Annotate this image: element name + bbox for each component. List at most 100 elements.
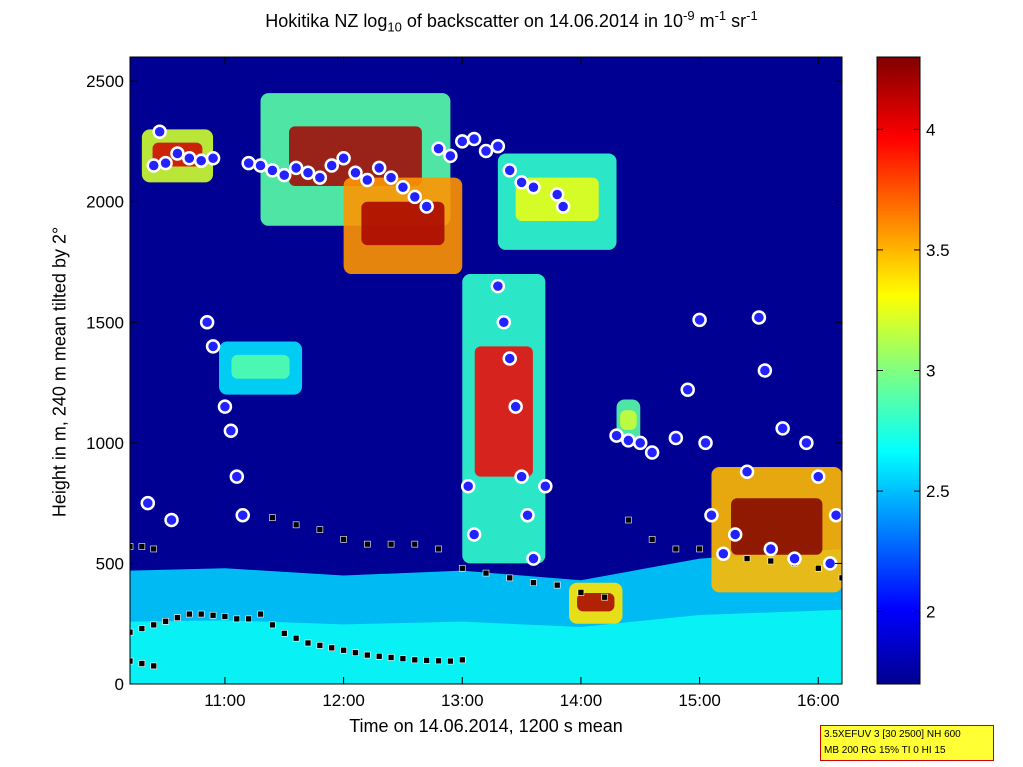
cloud-base-marker	[727, 527, 743, 542]
cloud-base-marker	[466, 527, 482, 542]
surface-layer-core	[130, 609, 842, 684]
cloud-base-marker	[478, 143, 494, 159]
cloud-base-marker	[229, 469, 245, 484]
cloud-base-marker	[360, 172, 375, 188]
layer-marker	[292, 634, 300, 642]
layer-marker	[696, 545, 703, 553]
layer-marker	[316, 642, 324, 649]
x-tick-label: 12:00	[322, 691, 365, 710]
cloud-base-marker	[490, 138, 506, 154]
cloud-base-marker	[431, 141, 446, 156]
cloud-base-marker	[170, 146, 185, 161]
layer-marker	[269, 514, 276, 521]
cloud-base-marker	[253, 158, 268, 173]
y-tick-label: 2500	[86, 72, 124, 91]
layer-marker	[150, 662, 158, 670]
cloud-base-marker	[460, 479, 476, 494]
cloud-base-marker	[443, 148, 458, 164]
cloud-base-marker	[395, 179, 411, 195]
cloud-base-marker	[692, 312, 707, 328]
cloud-base-marker	[205, 151, 221, 166]
cloud-core	[731, 498, 823, 555]
colorbar-tick-label: 2.5	[926, 482, 950, 501]
layer-marker	[340, 536, 347, 543]
cloud-base-marker	[223, 423, 239, 439]
cloud-base-marker	[508, 399, 523, 414]
cloud-base-marker	[538, 479, 553, 494]
cloud-base-marker	[549, 187, 565, 202]
x-axis-label: Time on 14.06.2014, 1200 s mean	[349, 716, 623, 736]
layer-marker	[399, 655, 407, 662]
layer-marker	[648, 536, 656, 543]
cloud-base-marker	[466, 131, 482, 147]
y-tick-label: 500	[96, 554, 124, 573]
layer-marker	[328, 644, 336, 652]
cloud-base-marker	[502, 351, 517, 366]
layer-marker	[304, 639, 312, 647]
cloud-core	[620, 410, 637, 430]
cloud-base-marker	[811, 469, 826, 484]
layer-marker	[411, 540, 419, 548]
cloud-base-marker	[822, 556, 838, 571]
y-axis-label: Height in m, 240 m mean tilted by 2°	[49, 226, 70, 518]
cloud-base-marker	[514, 175, 529, 190]
y-tick-label: 0	[115, 675, 124, 694]
cloud-base-marker	[716, 546, 731, 562]
colorbar-axis: 2 2.5 3 3.5 4	[877, 120, 950, 622]
cloud-base-marker	[496, 315, 512, 330]
layer-marker	[221, 613, 229, 620]
chart-title: Hokitika NZ log10 of backscatter on 14.0…	[265, 8, 758, 35]
cloud-base-marker	[312, 170, 328, 185]
y-tick-label: 2000	[86, 193, 124, 212]
cloud-base-marker	[490, 278, 506, 294]
x-axis: 11:00 12:00 13:00 14:00 15:00 16:00	[204, 57, 840, 710]
cloud-base-marker	[739, 464, 755, 480]
cloud-base-marker	[520, 507, 535, 523]
y-axis: 0 500 1000 1500 2000 2500	[86, 72, 842, 694]
layer-marker	[130, 628, 134, 636]
cloud-base-marker	[140, 495, 156, 511]
layer-marker	[743, 555, 751, 562]
cloud-base-marker	[680, 382, 695, 398]
y-tick-label: 1000	[86, 434, 124, 453]
colorbar	[876, 56, 921, 685]
colorbar-tick-label: 3	[926, 362, 935, 381]
layer-marker	[292, 521, 300, 529]
layer-marker	[530, 579, 537, 587]
cloud-base-marker	[336, 151, 351, 166]
layer-marker	[411, 656, 419, 664]
plot-frame	[129, 56, 843, 685]
layer-marker	[138, 660, 146, 667]
layer-marker	[316, 526, 324, 533]
layer-marker	[269, 621, 276, 629]
cloud-base-marker	[371, 160, 387, 176]
cloud-core	[474, 346, 533, 477]
colorbar-tick-label: 3.5	[926, 241, 950, 260]
cloud-base-marker	[526, 179, 541, 195]
cloud-base-marker	[193, 153, 209, 168]
colorbar-tick-label: 4	[926, 120, 935, 139]
cloud-base-marker	[348, 165, 363, 181]
cloud-base-marker	[407, 189, 423, 205]
layer-marker	[162, 617, 169, 625]
layer-marker	[435, 657, 442, 665]
cloud-base-marker	[644, 445, 660, 460]
cloud-base-marker	[152, 124, 167, 140]
cloud-base-marker	[828, 507, 842, 523]
x-tick-label: 11:00	[204, 691, 245, 710]
cloud-base-marker	[787, 551, 802, 566]
x-tick-label: 15:00	[678, 691, 721, 710]
layer-marker	[138, 543, 146, 550]
cloud-base-marker	[164, 512, 179, 528]
layer-marker	[340, 646, 347, 654]
cloud-base-marker	[205, 339, 221, 354]
layer-marker	[435, 545, 442, 553]
cloud-base-marker	[526, 551, 541, 566]
layer-marker	[458, 564, 466, 572]
layer-marker	[672, 545, 680, 553]
marker-layer	[130, 124, 842, 670]
x-tick-label: 13:00	[441, 691, 484, 710]
cloud-base-marker	[763, 541, 779, 557]
layer-marker	[280, 630, 288, 637]
layer-marker	[352, 649, 359, 656]
